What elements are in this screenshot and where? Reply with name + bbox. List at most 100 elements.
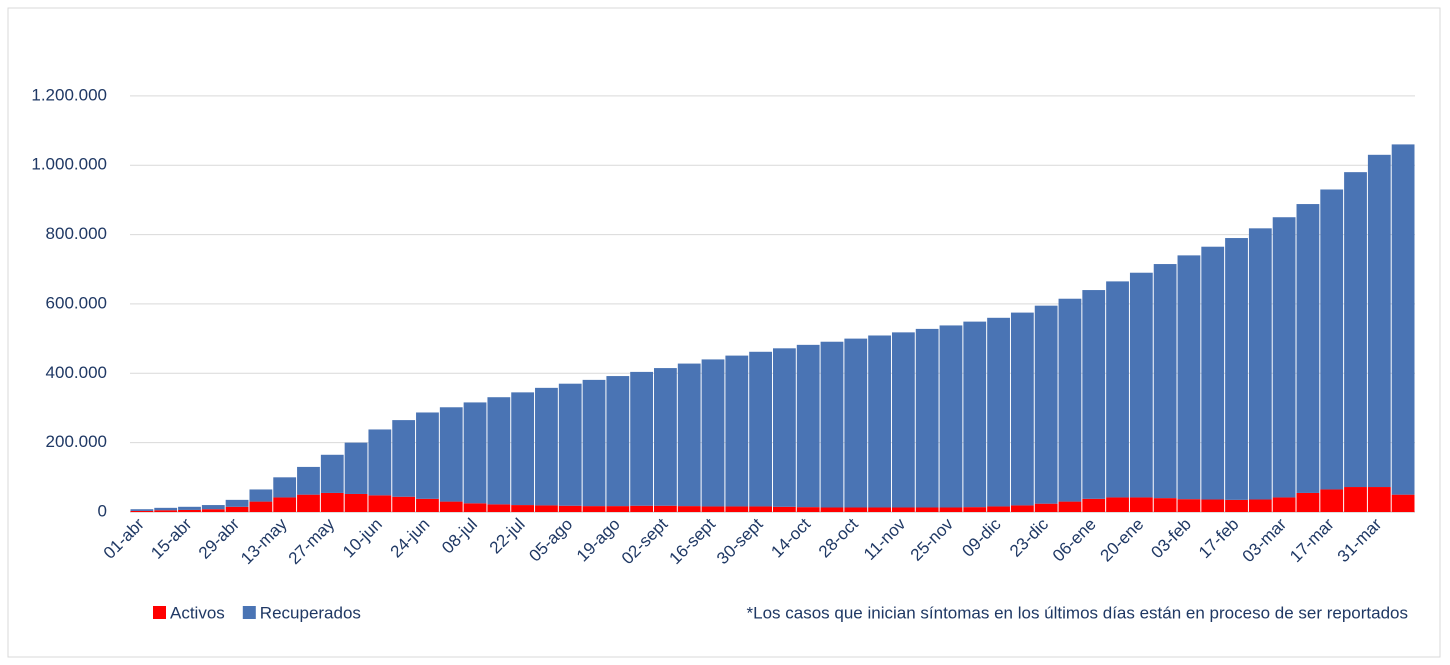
- bar: [392, 420, 416, 497]
- bar: [154, 507, 178, 511]
- legend-label: Recuperados: [260, 603, 361, 622]
- bar: [630, 371, 654, 506]
- bar: [654, 368, 677, 506]
- bar: [773, 506, 796, 512]
- bar: [344, 493, 368, 512]
- y-tick-label: 800.000: [46, 224, 107, 243]
- bar: [297, 494, 320, 512]
- bar: [891, 507, 915, 512]
- bar: [535, 505, 558, 512]
- bar: [178, 506, 201, 510]
- bar: [130, 509, 154, 511]
- bar: [630, 505, 654, 512]
- bar: [891, 332, 915, 508]
- bar: [178, 509, 201, 512]
- bar: [844, 338, 868, 508]
- bar: [273, 477, 297, 498]
- bar: [201, 505, 225, 510]
- y-tick-label: 200.000: [46, 432, 107, 451]
- bar: [987, 317, 1010, 507]
- bar: [368, 429, 392, 496]
- bar: [1248, 228, 1272, 500]
- bar: [1225, 499, 1248, 512]
- bar: [1296, 492, 1320, 512]
- bar: [1034, 305, 1058, 504]
- bar: [320, 454, 344, 493]
- y-tick-label: 1.000.000: [31, 155, 107, 174]
- bar: [939, 507, 963, 512]
- bar: [1201, 499, 1225, 512]
- bar: [749, 351, 772, 507]
- annotation: *Los casos que inician síntomas en los ú…: [747, 603, 1408, 622]
- bar: [796, 344, 820, 508]
- bar: [201, 509, 225, 512]
- bar: [249, 489, 273, 502]
- bar: [796, 507, 820, 512]
- bar: [1058, 298, 1082, 502]
- bar: [1129, 272, 1153, 498]
- bar: [1010, 505, 1034, 512]
- bar: [1153, 498, 1177, 512]
- bar: [773, 348, 796, 507]
- bar: [1272, 217, 1296, 498]
- bar: [820, 341, 844, 508]
- bar: [1344, 487, 1367, 512]
- bar: [1320, 189, 1344, 490]
- bar: [1272, 497, 1296, 512]
- bar: [939, 325, 963, 508]
- y-tick-label: 600.000: [46, 293, 107, 312]
- bar: [1367, 154, 1391, 488]
- bar: [1129, 497, 1153, 512]
- bar: [297, 466, 320, 495]
- bar: [963, 507, 987, 512]
- bar: [1225, 238, 1248, 500]
- bar: [701, 506, 725, 512]
- bar: [868, 335, 891, 508]
- bar: [225, 506, 249, 512]
- bar: [154, 510, 178, 512]
- bar: [582, 379, 606, 507]
- bar: [273, 497, 297, 512]
- bar: [249, 501, 273, 512]
- bar: [1082, 498, 1106, 512]
- bar: [1367, 487, 1391, 512]
- bar: [844, 507, 868, 512]
- bar: [1106, 497, 1129, 512]
- bar: [535, 387, 558, 506]
- bar: [987, 506, 1010, 512]
- bar: [582, 506, 606, 512]
- bar: [606, 376, 630, 507]
- bar: [558, 383, 582, 506]
- bar: [820, 507, 844, 512]
- bar: [1106, 281, 1129, 498]
- bar: [677, 506, 701, 512]
- bar: [511, 392, 535, 506]
- bar: [1391, 144, 1415, 495]
- bar: [392, 496, 416, 512]
- bar: [225, 499, 249, 507]
- bar: [1082, 290, 1106, 499]
- bar: [725, 506, 749, 512]
- bar: [1177, 499, 1201, 512]
- bar: [320, 492, 344, 512]
- bar: [606, 506, 630, 512]
- bar: [654, 505, 677, 512]
- bar: [1248, 499, 1272, 512]
- bar: [463, 402, 487, 504]
- bar: [1153, 264, 1177, 499]
- bar: [701, 359, 725, 507]
- bar: [677, 363, 701, 507]
- bar: [1391, 494, 1415, 512]
- bar: [1344, 172, 1367, 488]
- bar: [487, 397, 511, 505]
- bar: [439, 407, 463, 502]
- bar: [1177, 255, 1201, 500]
- bar: [1296, 204, 1320, 493]
- bar: [344, 442, 368, 494]
- bar: [1010, 312, 1034, 506]
- bar: [749, 506, 772, 512]
- bar: [487, 504, 511, 512]
- y-tick-label: 0: [98, 501, 107, 520]
